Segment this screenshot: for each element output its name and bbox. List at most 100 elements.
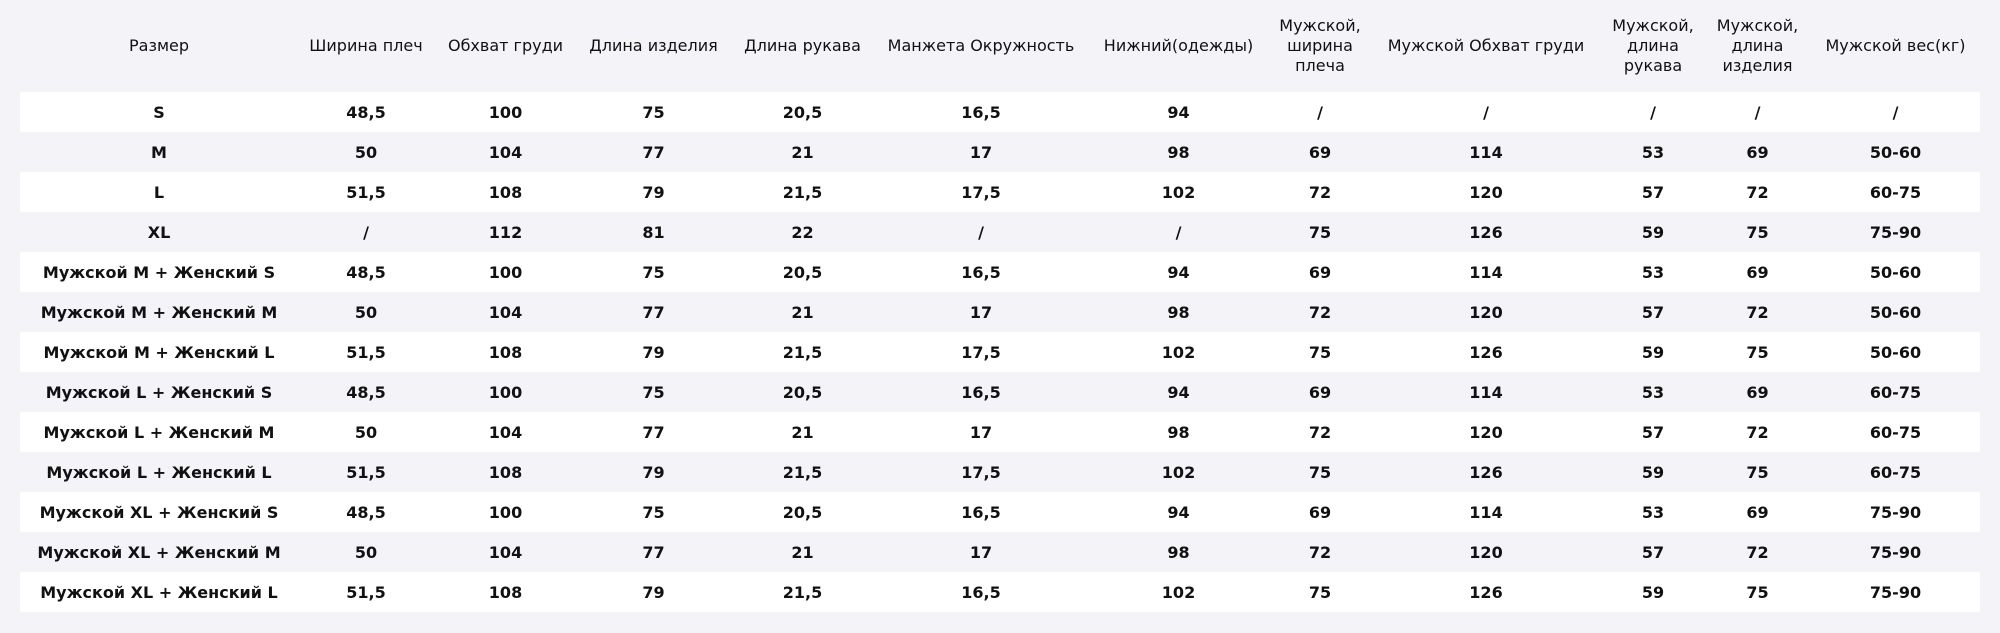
table-row: Мужской XL + Женский L 51,5 108 79 21,5 16,5 1…	[20, 572, 1980, 612]
table-cell: 16,5	[961, 262, 1001, 282]
table-body: S 48,5 100 75 20,5 16,5 94 / / / / / M 50 104 77 21 17 98 6…	[20, 92, 1980, 612]
table-cell: 48,5	[346, 102, 386, 122]
table-cell: 60-75	[1869, 462, 1922, 482]
table-cell: Мужской L + Женский S	[45, 382, 273, 402]
table-cell: 17,5	[961, 182, 1001, 202]
table-cell: 72	[1746, 182, 1769, 202]
table-cell: Мужской M + Женский S	[42, 262, 276, 282]
header-cell: Мужской, длина рукава	[1612, 16, 1694, 75]
table-cell: 21,5	[782, 462, 823, 482]
table-cell: L	[153, 182, 165, 202]
table-cell: 75	[1308, 582, 1332, 602]
table-cell: 72	[1746, 542, 1769, 562]
table-cell: 50-60	[1869, 302, 1922, 322]
table-cell: Мужской L + Женский M	[43, 422, 275, 442]
table-cell: 100	[488, 502, 523, 522]
table-cell: 114	[1469, 382, 1503, 402]
table-cell: 79	[642, 342, 665, 362]
table-cell: 102	[1161, 462, 1196, 482]
table-cell: 21	[791, 302, 814, 322]
table-row: Мужской M + Женский S 48,5 100 75 20,5 16,5 94…	[20, 252, 1980, 292]
table-cell: M	[151, 142, 167, 162]
table-cell: 94	[1167, 262, 1190, 282]
table-cell: 21,5	[782, 342, 823, 362]
table-cell: 120	[1469, 302, 1503, 322]
table-cell: 77	[642, 422, 665, 442]
table-cell: 17	[969, 422, 993, 442]
table-cell: 126	[1469, 342, 1503, 362]
table-cell: 53	[1641, 502, 1665, 522]
table-row: Мужской XL + Женский S 48,5 100 75 20,5 16,5 9…	[20, 492, 1980, 532]
table-cell: 59	[1641, 582, 1665, 602]
table-cell: /	[1175, 222, 1182, 242]
table-cell: Мужской M + Женский L	[43, 342, 275, 362]
table-cell: 20,5	[782, 262, 823, 282]
table-cell: 94	[1167, 502, 1190, 522]
table-cell: 50	[354, 302, 378, 322]
table-cell: 69	[1746, 262, 1769, 282]
table-cell: /	[1892, 102, 1899, 122]
table-cell: 75-90	[1869, 542, 1922, 562]
table-cell: 114	[1469, 142, 1503, 162]
table-cell: 108	[488, 582, 523, 602]
table-cell: 60-75	[1869, 182, 1922, 202]
table-cell: 21,5	[782, 182, 823, 202]
table-cell: 126	[1469, 582, 1503, 602]
table-header: Размер Ширина плеч Обхват груди Длина издел…	[20, 0, 1980, 92]
header-row: Размер Ширина плеч Обхват груди Длина издел…	[20, 0, 1980, 92]
table-cell: 48,5	[346, 262, 386, 282]
table-cell: 59	[1641, 342, 1665, 362]
table-cell: 50	[354, 142, 378, 162]
table-cell: 21	[791, 422, 814, 442]
table-row: Мужской L + Женский M 50 104 77 21 17 98 72 120 5…	[20, 412, 1980, 452]
table-cell: 75-90	[1869, 502, 1922, 522]
table-cell: 21	[791, 542, 814, 562]
table-cell: 75	[642, 262, 665, 282]
table-cell: 17	[969, 142, 993, 162]
table-cell: 20,5	[782, 382, 823, 402]
table-cell: 50-60	[1869, 342, 1922, 362]
header-cell: Размер	[128, 36, 190, 55]
table-row: Мужской L + Женский S 48,5 100 75 20,5 16,5 94…	[20, 372, 1980, 412]
table-cell: 17	[969, 302, 993, 322]
table-cell: 69	[1308, 262, 1332, 282]
table-cell: 16,5	[961, 582, 1001, 602]
table-cell: 75	[1746, 342, 1769, 362]
table-cell: 57	[1641, 422, 1665, 442]
table-cell: 59	[1641, 222, 1665, 242]
table-cell: 108	[488, 342, 523, 362]
header-cell: Мужской, ширина плеча	[1279, 16, 1361, 75]
table-cell: 60-75	[1869, 422, 1922, 442]
table-cell: Мужской XL + Женский M	[37, 542, 281, 562]
table-cell: 75-90	[1869, 582, 1922, 602]
table-cell: 20,5	[782, 102, 823, 122]
table-row: XL / 112 81 22 / / 75 126 59 75 75-90	[20, 212, 1980, 252]
table-cell: 77	[642, 142, 665, 162]
table-cell: 16,5	[961, 382, 1001, 402]
table-cell: S	[153, 102, 165, 122]
table-row: Мужской XL + Женский M 50 104 77 21 17 98 72 120…	[20, 532, 1980, 572]
table-cell: 69	[1308, 382, 1332, 402]
table-cell: 75	[1308, 222, 1332, 242]
table-cell: /	[978, 222, 984, 242]
table-cell: 75	[642, 502, 665, 522]
table-cell: 104	[488, 142, 523, 162]
table-row: M 50 104 77 21 17 98 69 114 53 69 50-60	[20, 132, 1980, 172]
table-cell: 51,5	[346, 582, 386, 602]
table-cell: 77	[642, 542, 665, 562]
table-cell: 72	[1746, 302, 1769, 322]
table-cell: 48,5	[346, 382, 386, 402]
table-cell: 94	[1167, 382, 1190, 402]
table-cell: 104	[488, 542, 523, 562]
table-cell: 50	[354, 542, 378, 562]
table-cell: 69	[1746, 382, 1769, 402]
table-cell: 69	[1746, 142, 1769, 162]
table-cell: 98	[1167, 142, 1190, 162]
table-cell: 94	[1167, 102, 1190, 122]
table-cell: /	[1754, 102, 1761, 122]
header-cell: Длина рукава	[744, 36, 861, 55]
table-cell: Мужской XL + Женский L	[40, 582, 278, 602]
table-cell: /	[1317, 102, 1323, 122]
table-cell: 69	[1308, 142, 1332, 162]
table-cell: 108	[488, 462, 523, 482]
